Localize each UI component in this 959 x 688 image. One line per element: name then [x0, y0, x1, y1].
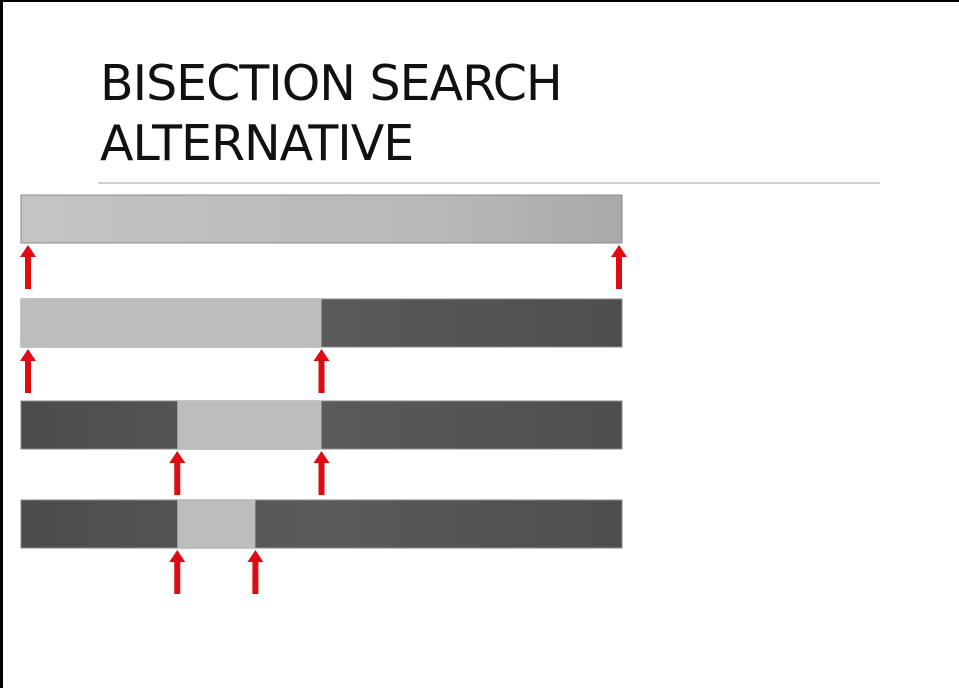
bisection-step-4 — [20, 499, 623, 594]
active-segment — [20, 194, 623, 244]
active-segment — [21, 299, 322, 347]
up-arrow-icon — [313, 349, 330, 393]
bisection-step-3 — [20, 400, 623, 495]
title-divider — [98, 182, 880, 184]
up-arrow-icon — [169, 550, 186, 594]
up-arrow-icon — [20, 349, 36, 393]
up-arrow-icon — [611, 245, 627, 289]
up-arrow-icon — [20, 245, 36, 289]
bisection-step-2 — [20, 298, 623, 393]
slide-title-line-2: ALTERNATIVE — [100, 115, 414, 172]
up-arrow-icon — [169, 451, 186, 495]
discarded-segment — [20, 499, 623, 549]
active-segment — [177, 500, 256, 548]
active-segment — [177, 401, 322, 449]
slide-title-line-1: BISECTION SEARCH — [100, 55, 563, 112]
up-arrow-icon — [313, 451, 330, 495]
bisection-step-1 — [20, 194, 627, 289]
slide-title: BISECTION SEARCH ALTERNATIVE — [100, 54, 563, 174]
up-arrow-icon — [247, 550, 264, 594]
